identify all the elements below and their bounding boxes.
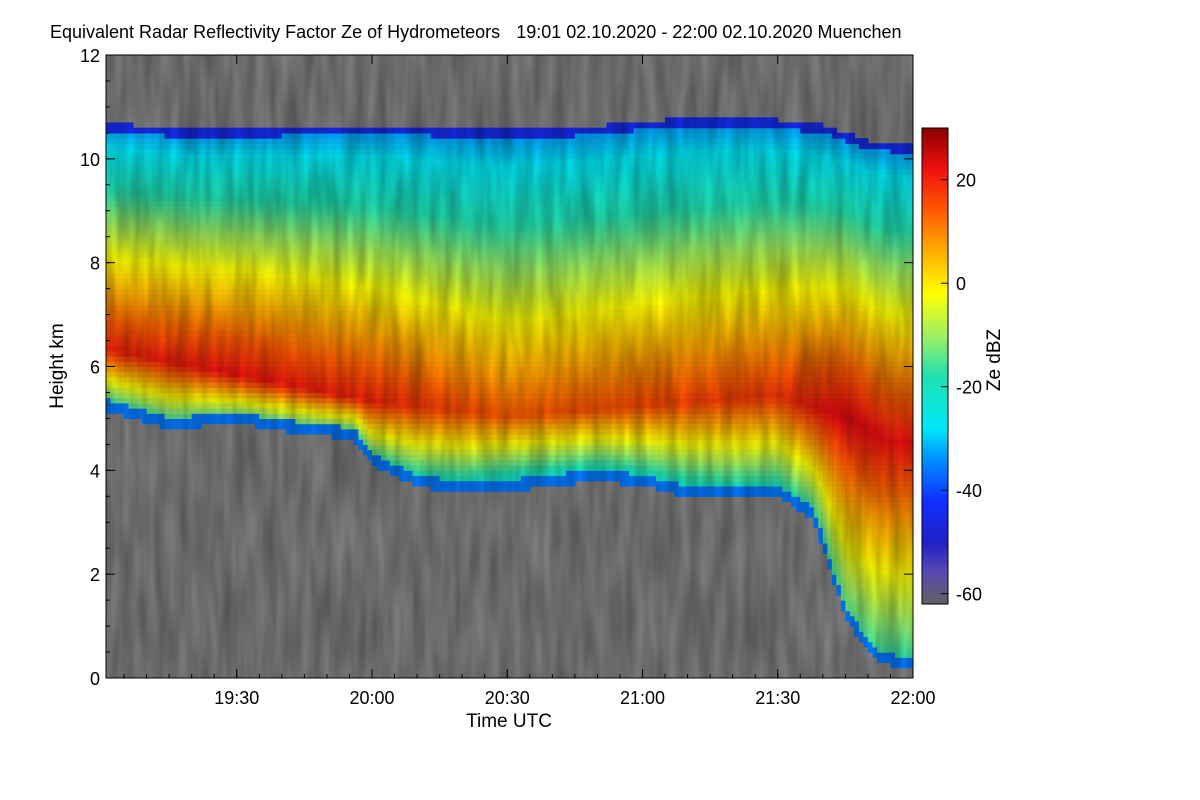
chart-title: Equivalent Radar Reflectivity Factor Ze …	[50, 22, 902, 43]
reflectivity-field	[106, 55, 913, 678]
chart-title-main: Equivalent Radar Reflectivity Factor Ze …	[50, 22, 501, 42]
chart-title-period: 19:01 02.10.2020 - 22:00 02.10.2020 Muen…	[516, 22, 902, 42]
